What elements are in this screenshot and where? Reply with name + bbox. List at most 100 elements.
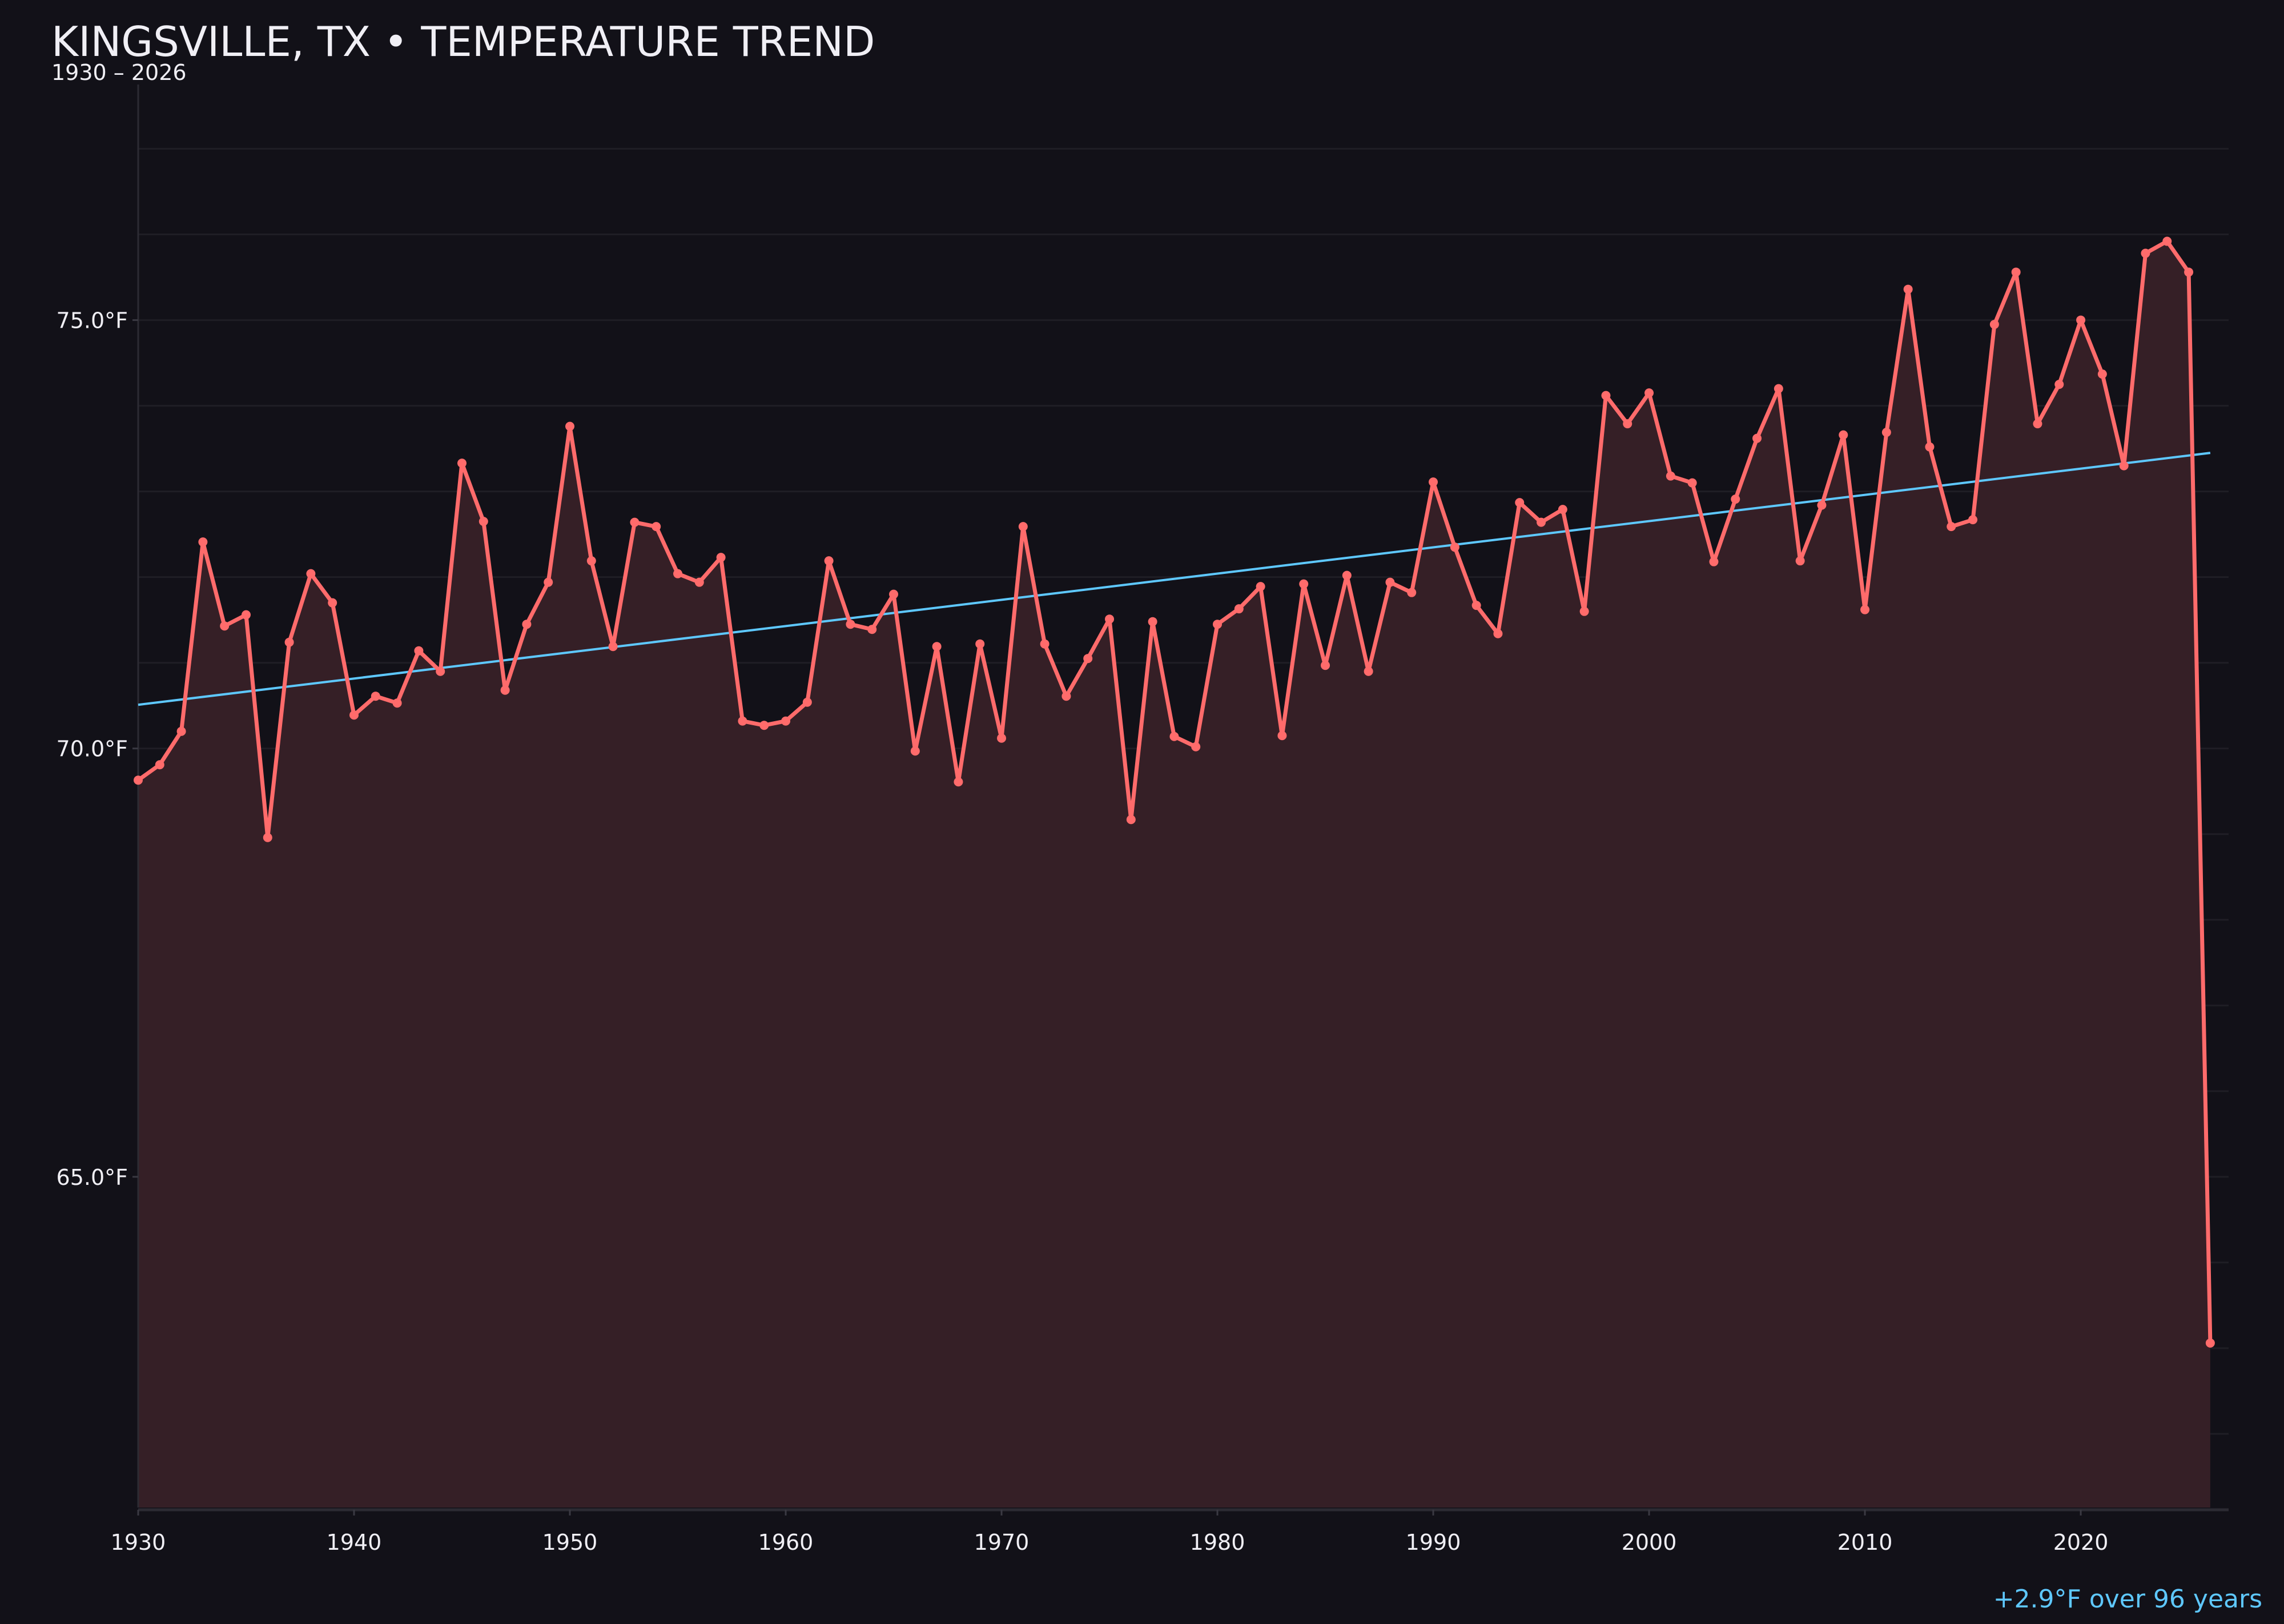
data-point — [478, 517, 488, 526]
data-point — [1839, 430, 1848, 440]
data-point — [759, 721, 769, 730]
data-point — [1126, 815, 1136, 825]
data-point — [694, 577, 704, 587]
x-axis-ticks: 1930 1940 1950 1960 1970 1980 1990 2000 2010 2020 — [111, 1510, 2109, 1555]
data-point — [436, 666, 445, 676]
data-point — [1018, 522, 1028, 532]
data-points — [134, 236, 2215, 1348]
data-point — [1342, 570, 1352, 580]
data-point — [457, 459, 467, 468]
data-point — [824, 556, 834, 566]
data-point — [176, 726, 186, 736]
data-point — [544, 577, 553, 587]
data-point — [392, 698, 402, 708]
data-point — [198, 537, 208, 547]
data-point — [1752, 433, 1762, 443]
data-point — [1903, 284, 1913, 294]
data-point — [1709, 557, 1719, 566]
data-point — [1947, 522, 1956, 532]
data-point — [1061, 692, 1071, 701]
data-point — [2119, 461, 2129, 471]
data-point — [1537, 517, 1546, 527]
data-point — [997, 733, 1007, 743]
data-point — [846, 620, 855, 629]
data-point — [1860, 605, 1870, 614]
data-point — [1191, 742, 1201, 751]
data-point — [284, 637, 294, 647]
data-point — [1429, 477, 1438, 487]
data-point — [2097, 369, 2107, 379]
data-point — [1148, 617, 1157, 626]
data-point — [652, 522, 661, 532]
data-point — [1083, 654, 1093, 664]
data-point — [1234, 604, 1244, 614]
data-point — [2205, 1338, 2215, 1348]
data-point — [1623, 419, 1632, 429]
chart-title: KINGSVILLE, TX • TEMPERATURE TREND — [51, 18, 875, 66]
data-point — [306, 569, 316, 578]
data-point — [975, 639, 985, 649]
trend-annotation: +2.9°F over 96 years — [1993, 1585, 2262, 1614]
data-point — [673, 569, 683, 578]
data-point — [1579, 606, 1589, 616]
data-point — [1881, 428, 1891, 437]
x-tick-label: 1960 — [758, 1530, 814, 1555]
data-point — [1493, 629, 1503, 638]
data-point — [2033, 419, 2042, 429]
y-tick-label: 65.0°F — [57, 1165, 128, 1190]
data-point — [1731, 495, 1740, 504]
data-point — [1385, 577, 1395, 587]
chart-subtitle: 1930 – 2026 — [51, 60, 187, 85]
data-point — [586, 556, 596, 566]
data-point — [155, 760, 164, 770]
data-point — [781, 716, 791, 726]
data-point — [802, 697, 812, 707]
x-tick-label: 1970 — [974, 1530, 1030, 1555]
data-point — [2162, 236, 2172, 246]
data-point — [1277, 731, 1287, 741]
data-point — [1795, 556, 1805, 566]
x-tick-label: 2000 — [1622, 1530, 1677, 1555]
data-point — [1558, 505, 1567, 514]
data-point — [608, 642, 618, 652]
data-point — [1925, 442, 1935, 452]
data-point — [1601, 391, 1611, 400]
x-tick-label: 1950 — [542, 1530, 598, 1555]
data-point — [242, 610, 251, 620]
data-point — [932, 642, 942, 652]
data-point — [522, 620, 532, 629]
data-point — [910, 746, 920, 756]
data-point — [1817, 500, 1827, 510]
data-point — [1471, 601, 1481, 610]
data-point — [500, 685, 510, 695]
data-point — [1450, 542, 1459, 552]
data-point — [716, 553, 726, 562]
data-point — [1213, 620, 1223, 629]
data-point — [889, 589, 899, 599]
x-tick-label: 2010 — [1837, 1530, 1893, 1555]
x-tick-label: 1940 — [327, 1530, 382, 1555]
y-axis-ticks: 65.0°F 70.0°F 75.0°F — [57, 308, 138, 1190]
data-point — [1040, 639, 1049, 649]
x-tick-label: 1980 — [1190, 1530, 1245, 1555]
data-point — [414, 646, 424, 656]
data-point — [1644, 388, 1654, 398]
data-point — [2141, 248, 2150, 258]
data-point — [1774, 384, 1783, 393]
y-tick-label: 75.0°F — [57, 308, 128, 333]
data-point — [1105, 614, 1115, 624]
x-tick-label: 2020 — [2053, 1530, 2109, 1555]
data-point — [1256, 582, 1265, 592]
data-point — [1407, 588, 1417, 597]
data-point — [1364, 666, 1373, 676]
data-point — [1687, 478, 1697, 488]
data-point — [2011, 267, 2021, 277]
data-point — [1169, 731, 1179, 741]
data-point — [1299, 579, 1309, 589]
x-tick-label: 1930 — [111, 1530, 166, 1555]
data-point — [630, 517, 640, 527]
x-tick-label: 1990 — [1406, 1530, 1461, 1555]
data-point — [328, 598, 337, 608]
data-point — [954, 777, 963, 787]
